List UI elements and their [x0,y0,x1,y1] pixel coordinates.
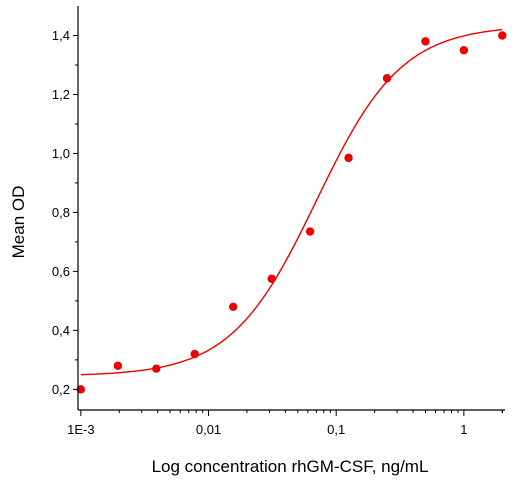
y-axis-title: Mean OD [9,186,28,259]
y-tick-label: 1,2 [52,87,70,102]
y-tick-label: 0,6 [52,264,70,279]
data-point [190,349,199,359]
plot-area [76,28,507,394]
data-point [459,46,469,55]
y-tick-label: 0,2 [52,382,70,397]
data-point [382,74,392,83]
data-point [498,31,507,40]
axes: 0,2 0,4 0,6 0,8 1,0 1,2 1,4 1E-3 0,01 0,1 1 [52,6,505,437]
x-axis-title: Log concentration rhGM-CSF, ng/mL [152,457,429,476]
y-tick-label: 0,4 [52,323,70,338]
data-point [344,153,353,163]
data-point [76,385,86,394]
y-tick-label: 1,4 [52,28,70,43]
data-point [228,302,238,311]
fitted-curve [80,28,503,376]
data-point [152,364,161,373]
x-tick-label: 1E-3 [67,422,94,437]
x-tick-label: 0,01 [196,422,221,437]
y-tick-label: 0,8 [52,205,70,220]
data-point [421,37,430,46]
y-tick-label: 1,0 [52,146,70,161]
data-point [113,361,123,370]
x-tick-label: 0,1 [327,422,345,437]
x-tick-label: 1 [460,422,467,437]
data-point [305,227,315,236]
data-point [267,274,276,283]
